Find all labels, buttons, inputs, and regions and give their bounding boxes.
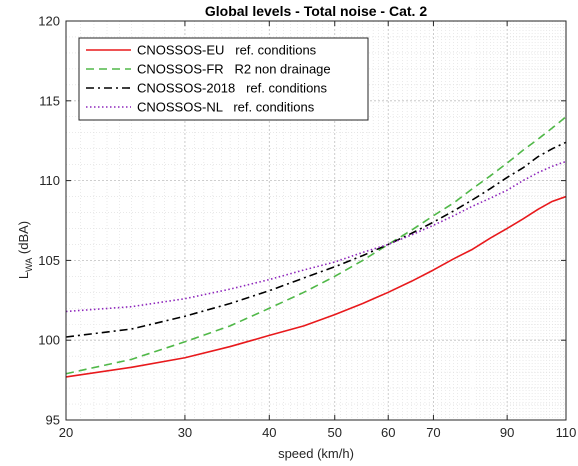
- x-tick-label: 40: [262, 425, 276, 440]
- legend-label-2: CNOSSOS-FR R2 non drainage: [137, 62, 331, 77]
- series-line-2: [65, 116, 567, 375]
- y-axis-label-unit: (dBA): [16, 221, 31, 258]
- series-line-1: [65, 195, 567, 378]
- x-tick-label: 60: [381, 425, 395, 440]
- y-tick-label: 105: [38, 253, 60, 268]
- x-tick-label: 30: [178, 425, 192, 440]
- x-tick-label: 110: [556, 425, 577, 440]
- x-tick-label: 20: [59, 425, 73, 440]
- y-tick-label: 115: [39, 93, 60, 108]
- y-axis-label: LWA (dBA): [16, 221, 34, 279]
- chart-title: Global levels - Total noise - Cat. 2: [205, 3, 427, 19]
- axis-ticks: [65, 20, 567, 421]
- legend: CNOSSOS-EU ref. conditions CNOSSOS-FR R2 …: [78, 37, 369, 121]
- x-axis-label: speed (km/h): [278, 446, 354, 461]
- legend-label-4: CNOSSOS-NL ref. conditions: [137, 100, 315, 115]
- plot-frame: [65, 20, 567, 421]
- y-axis-label-main: L: [16, 272, 31, 279]
- x-tick-label: 50: [328, 425, 342, 440]
- legend-label-3: CNOSSOS-2018 ref. conditions: [137, 81, 328, 96]
- x-tick-label: 90: [500, 425, 514, 440]
- tick-labels: 20 30 40 50 60 70 90 110 95 100 105 110 115 120: [38, 14, 576, 441]
- series-line-3: [65, 141, 567, 338]
- legend-label-1: CNOSSOS-EU ref. conditions: [137, 43, 317, 58]
- x-tick-label: 70: [426, 425, 440, 440]
- y-tick-label: 100: [38, 333, 60, 348]
- y-tick-label: 120: [38, 14, 60, 29]
- series-layer: [65, 116, 567, 378]
- y-tick-label: 110: [39, 173, 60, 188]
- y-axis-label-subscript: WA: [24, 258, 34, 272]
- y-tick-label: 95: [46, 413, 60, 428]
